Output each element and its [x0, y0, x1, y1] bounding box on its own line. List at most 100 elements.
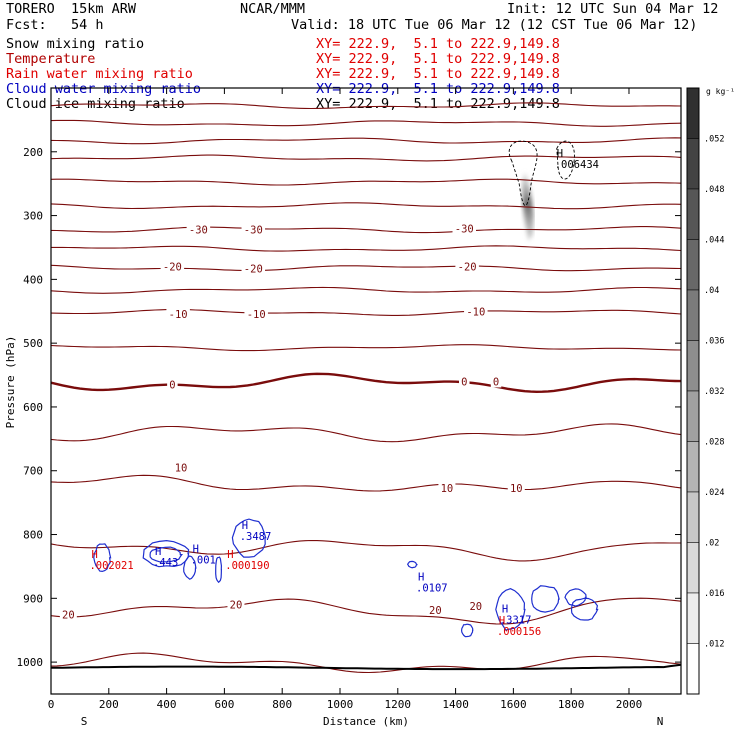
x-tick-label-2: 400 [157, 698, 177, 711]
field-xy-temperature: XY= 222.9, 5.1 to 222.9,149.8 [316, 51, 560, 67]
extremum-value-7: .3317 [500, 614, 532, 626]
isotherm-5 [50, 202, 682, 210]
extremum-value-4: .000190 [225, 560, 269, 572]
isotherm-9 [50, 286, 682, 294]
colorbar-swatch-8 [686, 491, 700, 543]
extremum-value-1: .3487 [240, 531, 272, 543]
x-tick-label-3: 600 [214, 698, 234, 711]
isotherm-17 [50, 652, 682, 674]
temperature-label-12: 10 [175, 463, 188, 475]
init-time: Init: 12 UTC Sun 04 Mar 12 [507, 1, 719, 17]
colorbar: .052 .048 .044 .04 .036 .032 .028 .024 .02 .016 .0… [686, 87, 724, 695]
temperature-label-15: 20 [62, 609, 75, 621]
field-name-cloud-water: Cloud water mixing ratio [6, 81, 202, 97]
temperature-label-7: -10 [247, 309, 266, 321]
y-axis-label: Pressure (hPa) [4, 336, 17, 429]
isotherm-16 [50, 597, 682, 625]
temperature-label-5: -20 [458, 262, 477, 274]
temperature-label-1: -30 [244, 225, 263, 237]
y-tick-label-6: 800 [23, 529, 43, 542]
x-tick-label-4: 800 [272, 698, 292, 711]
x-tick-label-0: 0 [48, 698, 55, 711]
isotherm-6 [50, 226, 682, 234]
temperature-label-bg-3 [160, 260, 185, 273]
cloud-water-contour-0 [93, 543, 112, 573]
extremum-marker-0: H [557, 148, 563, 160]
colorbar-swatch-4 [686, 289, 700, 341]
colorbar-swatch-11 [686, 643, 700, 695]
x-tick-label-7: 1400 [442, 698, 469, 711]
field-xy-cloud-ice: XY= 222.9, 5.1 to 222.9,149.8 [316, 96, 560, 112]
extremum-marker-3: H [193, 543, 199, 555]
cloud-water-contour-8 [495, 588, 526, 631]
temperature-label-bg-7 [244, 307, 268, 320]
colorbar-tick-10: .012 [704, 640, 724, 650]
cloud-water-contour-6 [407, 560, 419, 569]
temperature-label-2: -30 [455, 223, 474, 235]
axes: 0 200 400 600 800 1000 1200 1400 1600 1800 2000200… [17, 88, 681, 711]
center-title: NCAR/MMM [240, 1, 306, 17]
temperature-label-bg-10 [459, 375, 470, 388]
y-tick-label-3: 500 [23, 337, 43, 350]
temperature-label-8: -10 [466, 306, 485, 318]
colorbar-tick-9: .016 [704, 589, 724, 599]
colorbar-swatch-7 [686, 441, 700, 493]
isotherm-11 [50, 344, 682, 352]
colorbar-tick-3: .04 [704, 286, 719, 296]
x-tick-label-9: 1800 [558, 698, 585, 711]
colorbar-tick-5: .032 [704, 387, 724, 397]
temperature-label-bg-13 [438, 481, 456, 494]
temperature-label-18: 20 [469, 601, 482, 613]
colorbar-swatch-6 [686, 390, 700, 442]
valid-time: Valid: 18 UTC Tue 06 Mar 12 (12 CST Tue … [291, 17, 698, 33]
right-end-label: N [657, 715, 664, 728]
colorbar-tick-8: .02 [704, 539, 719, 549]
y-tick-label-0: 200 [23, 146, 43, 159]
temperature-label-bg-5 [455, 260, 479, 273]
isotherm-7 [51, 245, 682, 252]
isotherm-13 [50, 423, 682, 443]
extremum-marker-6: H [91, 549, 97, 561]
colorbar-swatch-10 [686, 592, 700, 644]
colorbar-swatch-5 [686, 340, 700, 392]
temperature-label-11: 0 [493, 376, 499, 388]
field-name-temperature: Temperature [6, 51, 96, 67]
cloud-water-contour-10 [564, 588, 587, 607]
isotherm-0 [50, 102, 682, 110]
field-name-snow: Snow mixing ratio [6, 36, 145, 52]
cloud-ice-contours [508, 140, 575, 207]
forecast-hour: Fcst: 54 h [6, 17, 104, 33]
field-xy-cloud-water: XY= 222.9, 5.1 to 222.9,149.8 [316, 81, 560, 97]
isotherm-2 [50, 137, 682, 145]
cloud-water-contour-11 [570, 597, 599, 621]
plot-border [50, 87, 682, 695]
colorbar-tick-7: .024 [704, 488, 724, 498]
colorbar-tick-6: .028 [704, 438, 724, 448]
temperature-label-4: -20 [244, 264, 263, 276]
y-tick-label-1: 300 [23, 210, 43, 223]
field-xy-rain: XY= 222.9, 5.1 to 222.9,149.8 [316, 66, 560, 82]
temperature-label-bg-6 [166, 307, 190, 320]
extremum-value-0: .006434 [555, 159, 599, 171]
colorbar-tick-1: .048 [704, 185, 724, 195]
temperature-label-bg-16 [227, 598, 245, 611]
extremum-marker-4: H [227, 549, 233, 561]
cloud-ice-contour-2 [556, 140, 575, 180]
cloud-water-contour-2 [149, 546, 183, 563]
colorbar-tick-0: .052 [704, 135, 724, 145]
temperature-label-bg-18 [467, 599, 485, 612]
y-tick-label-7: 900 [23, 592, 43, 605]
temperature-label-bg-8 [464, 305, 488, 318]
temperature-label-17: 20 [429, 605, 442, 617]
isotherm-15 [50, 539, 681, 562]
cloud-water-contour-1 [142, 539, 190, 568]
temperature-label-bg-14 [507, 481, 525, 494]
cloud-water-contour-7 [460, 623, 474, 638]
isotherm-3 [50, 154, 682, 162]
colorbar-swatch-2 [686, 188, 700, 240]
temperature-label-10: 0 [461, 376, 467, 388]
temperature-label-bg-2 [452, 222, 477, 235]
plot-frame [50, 87, 682, 695]
isotherm-8 [50, 264, 682, 272]
temperature-label-3: -20 [163, 262, 182, 274]
